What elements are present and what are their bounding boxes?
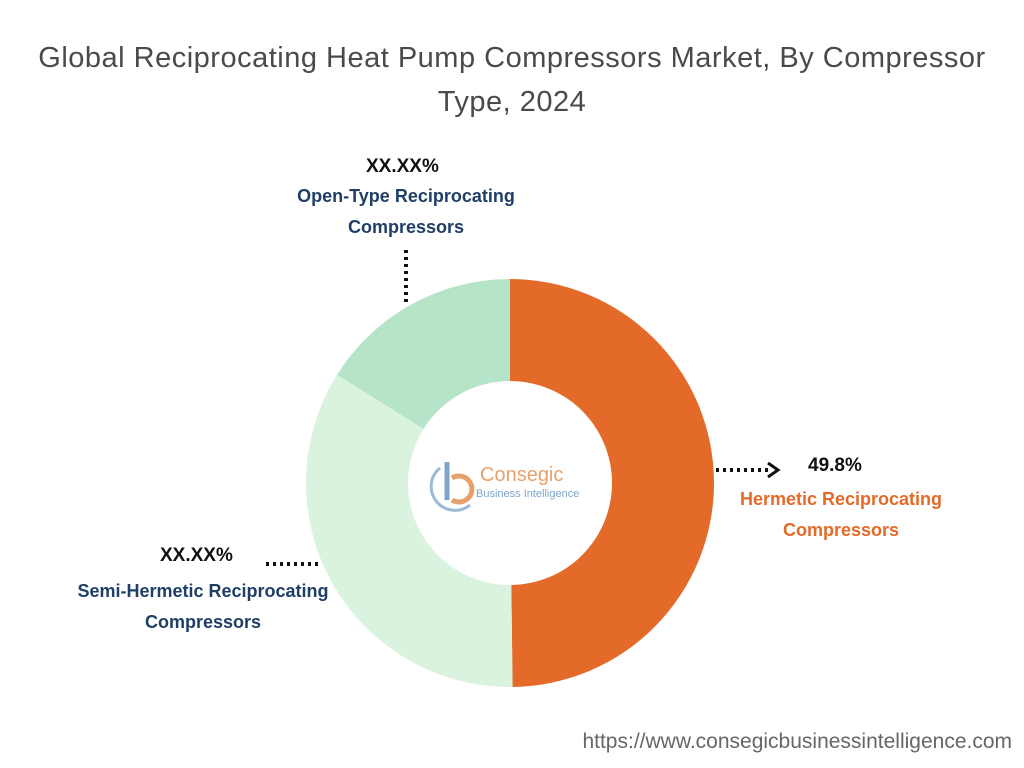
category-label: Semi-Hermetic Reciprocating Compressors [77,581,329,632]
data-label: 49.8% [808,455,862,476]
data-label: XX.XX% [160,545,233,566]
arrow-head [767,461,781,479]
donut-slice [306,374,513,687]
logo-name: Consegic [480,464,563,486]
category-label: Open-Type Reciprocating Compressors [297,186,515,237]
data-label: XX.XX% [366,156,439,177]
chart-title: Global Reciprocating Heat Pump Compresso… [38,42,986,118]
donut-slice [337,279,510,429]
logo-icon [429,462,475,512]
category-label: Hermetic Reciprocating Compressors [739,489,943,540]
source-url: https://www.consegicbusinessintelligence… [582,730,1012,753]
donut-slice [510,279,715,687]
logo-tagline: Business Intelligence [476,488,579,500]
connectors [266,250,770,566]
